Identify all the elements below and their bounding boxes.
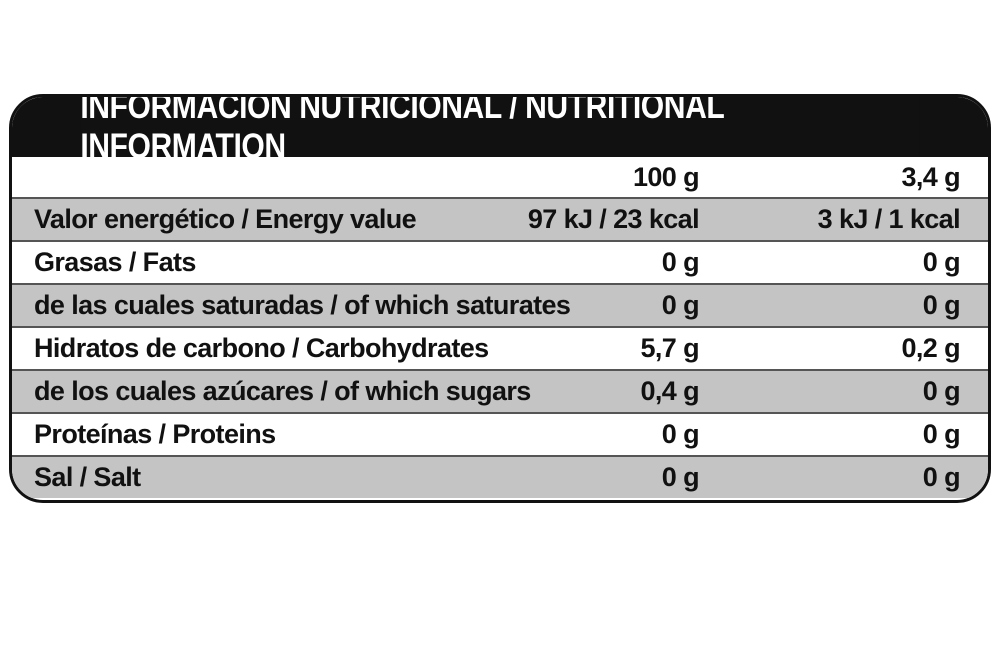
row-value-100g: 0,4 g xyxy=(640,376,699,406)
table-row-fats: Grasas / Fats 0 g 0 g xyxy=(12,240,988,283)
table-row-carbohydrates: Hidratos de carbono / Carbohydrates 5,7 … xyxy=(12,326,988,369)
column-header-portion: 3,4 g xyxy=(901,161,960,192)
row-value-100g: 0 g xyxy=(661,290,700,320)
row-value-portion: 0 g xyxy=(922,247,961,277)
table-row-salt: Sal / Salt 0 g 0 g xyxy=(12,455,988,498)
row-value-portion: 0 g xyxy=(922,462,961,492)
row-label: Proteínas / Proteins xyxy=(34,419,276,449)
row-value-portion: 3 kJ / 1 kcal xyxy=(817,204,961,234)
table-row-proteins: Proteínas / Proteins 0 g 0 g xyxy=(12,412,988,455)
row-label: Hidratos de carbono / Carbohydrates xyxy=(34,333,489,363)
column-header-100g: 100 g xyxy=(632,161,700,192)
row-value-100g: 0 g xyxy=(661,462,700,492)
table-title: INFORMACIÓN NUTRICIONAL / NUTRITIONAL IN… xyxy=(80,97,920,157)
row-value-portion: 0,2 g xyxy=(901,333,960,363)
row-value-100g: 97 kJ / 23 kcal xyxy=(527,204,700,234)
row-value-100g: 5,7 g xyxy=(640,333,699,363)
row-value-100g: 0 g xyxy=(661,247,700,277)
table-row-energy: Valor energético / Energy value 97 kJ / … xyxy=(12,197,988,240)
row-value-portion: 0 g xyxy=(922,376,961,406)
table-row-sugars: de los cuales azúcares / of which sugars… xyxy=(12,369,988,412)
row-label: de las cuales saturadas / of which satur… xyxy=(34,290,571,320)
table-row-saturates: de las cuales saturadas / of which satur… xyxy=(12,283,988,326)
title-bar: INFORMACIÓN NUTRICIONAL / NUTRITIONAL IN… xyxy=(12,97,988,157)
row-value-100g: 0 g xyxy=(661,419,700,449)
row-label: Valor energético / Energy value xyxy=(34,204,417,234)
row-value-portion: 0 g xyxy=(922,290,961,320)
row-label: de los cuales azúcares / of which sugars xyxy=(34,376,531,406)
column-header-row: 100 g 3,4 g xyxy=(12,157,988,197)
row-label: Grasas / Fats xyxy=(34,247,196,277)
row-value-portion: 0 g xyxy=(922,419,961,449)
nutrition-table: INFORMACIÓN NUTRICIONAL / NUTRITIONAL IN… xyxy=(9,94,991,503)
row-label: Sal / Salt xyxy=(34,462,141,492)
